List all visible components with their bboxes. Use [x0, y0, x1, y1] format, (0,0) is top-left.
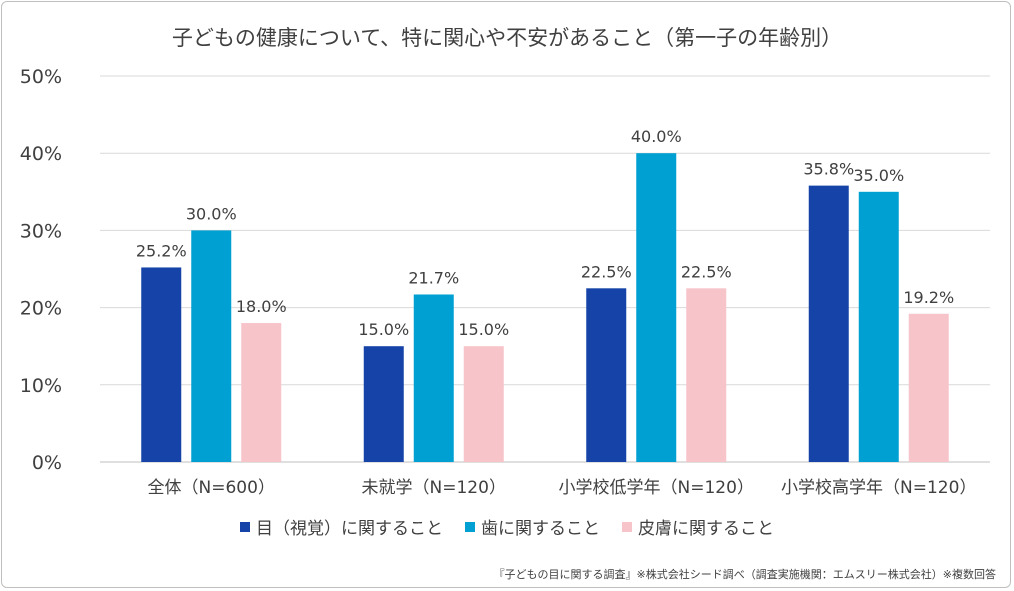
footnote: 『子どもの目に関する調査』※株式会社シード調べ（調査実施機関：エムスリー株式会社…: [493, 568, 996, 581]
bar: [413, 294, 454, 462]
legend-swatch-skin: [622, 521, 632, 532]
chart-title: 子どもの健康について、特に関心や不安があること（第一子の年齢別）: [171, 26, 843, 50]
data-label: 22.5%: [681, 262, 732, 281]
bar: [363, 346, 404, 462]
y-tick-label: 0%: [32, 452, 62, 474]
bar: [908, 313, 949, 462]
data-label: 35.0%: [853, 166, 904, 185]
legend: 目（視覚）に関すること 歯に関すること 皮膚に関すること: [0, 514, 1014, 539]
bar: [191, 230, 232, 462]
legend-item-eyes: 目（視覚）に関すること: [240, 514, 443, 539]
legend-label-skin: 皮膚に関すること: [638, 519, 774, 539]
legend-label-teeth: 歯に関すること: [481, 519, 600, 539]
bar: [463, 346, 504, 462]
data-label: 18.0%: [236, 297, 287, 316]
legend-item-teeth: 歯に関すること: [465, 514, 600, 539]
data-label: 15.0%: [458, 320, 509, 339]
data-label: 19.2%: [903, 288, 954, 307]
data-label: 25.2%: [136, 241, 187, 260]
y-tick-label: 30%: [20, 220, 62, 242]
data-label: 40.0%: [631, 127, 682, 146]
bar: [636, 153, 677, 462]
data-label: 21.7%: [408, 268, 459, 287]
y-tick-label: 50%: [20, 66, 62, 88]
x-tick-label: 小学校高学年（N=120）: [781, 478, 976, 498]
bar: [808, 185, 849, 462]
y-tick-label: 20%: [20, 298, 62, 320]
bar: [141, 267, 182, 462]
bar: [686, 288, 727, 462]
bar: [586, 288, 627, 462]
bar: [241, 323, 282, 462]
data-label: 35.8%: [803, 160, 854, 179]
data-label: 15.0%: [358, 320, 409, 339]
x-tick-label: 全体（N=600）: [148, 478, 275, 498]
legend-label-eyes: 目（視覚）に関すること: [256, 519, 443, 539]
legend-swatch-teeth: [465, 521, 475, 532]
x-tick-label: 未就学（N=120）: [362, 478, 506, 498]
y-tick-label: 10%: [20, 375, 62, 397]
x-tick-label: 小学校低学年（N=120）: [559, 478, 754, 498]
legend-swatch-eyes: [240, 521, 250, 532]
bar: [858, 191, 899, 463]
y-tick-label: 40%: [20, 143, 62, 165]
legend-item-skin: 皮膚に関すること: [622, 514, 774, 539]
data-label: 30.0%: [186, 204, 237, 223]
data-label: 22.5%: [581, 262, 632, 281]
